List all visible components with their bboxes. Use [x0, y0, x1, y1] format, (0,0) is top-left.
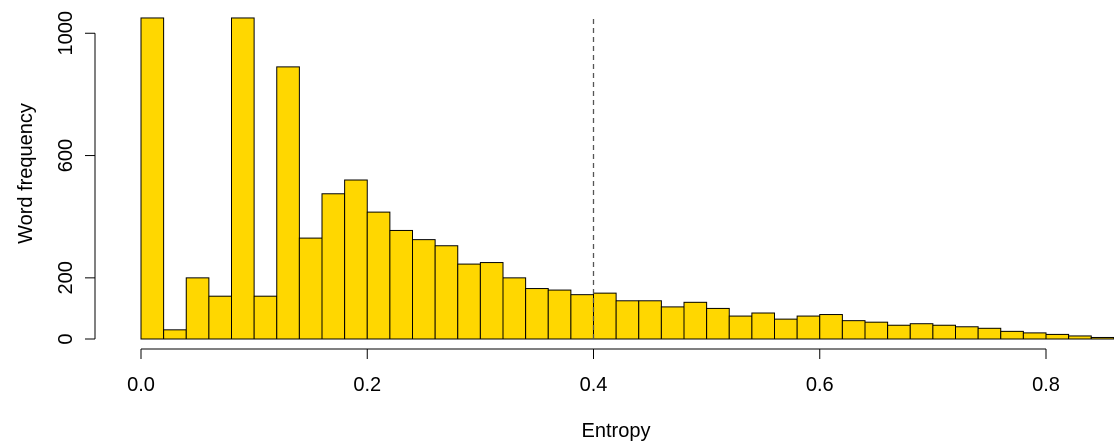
histogram-bar — [841, 320, 866, 340]
histogram-bar — [140, 17, 165, 340]
histogram-bar — [955, 326, 979, 340]
x-tick-label: 0.4 — [580, 374, 608, 396]
histogram-bar — [434, 245, 459, 340]
histogram-bar — [547, 289, 572, 340]
x-tick-label: 0.2 — [353, 374, 381, 396]
histogram-bar — [502, 277, 527, 340]
histogram-bar — [728, 315, 753, 340]
histogram-bar — [796, 315, 821, 340]
histogram-bar — [660, 306, 685, 340]
histogram-bar — [185, 277, 210, 340]
histogram-bar — [706, 307, 730, 340]
x-tick-label: 0.6 — [806, 374, 834, 396]
histogram-bar — [570, 294, 594, 340]
bars-group — [140, 17, 1114, 340]
histogram-bar — [1090, 336, 1114, 340]
histogram-bar — [909, 323, 934, 340]
histogram-bar — [457, 263, 481, 340]
histogram-bar — [977, 327, 1002, 340]
histogram-bar — [615, 300, 640, 340]
histogram-bar — [1000, 330, 1024, 340]
y-tick-label: 0 — [55, 333, 77, 344]
histogram-bar — [1045, 333, 1070, 340]
histogram-bar — [253, 295, 278, 340]
histogram-bar — [932, 324, 956, 340]
histogram-bar — [525, 288, 549, 340]
y-tick-label: 200 — [55, 261, 77, 294]
x-axis-title: Entropy — [582, 420, 651, 442]
x-tick-label: 0.0 — [127, 374, 155, 396]
histogram-bar — [298, 237, 323, 340]
histogram-bar — [479, 262, 504, 340]
histogram-bar — [819, 314, 843, 340]
histogram-bar — [412, 239, 436, 340]
histogram-bar — [163, 329, 187, 340]
histogram-bar — [864, 321, 889, 340]
y-ticks-group: 0 200 600 1000 — [55, 11, 95, 345]
histogram-bar — [751, 312, 775, 340]
histogram-bar — [593, 292, 617, 340]
histogram-bar — [1022, 332, 1047, 340]
y-axis-title: Word frequency — [15, 103, 37, 244]
histogram-bar — [344, 179, 368, 340]
histogram-bar — [276, 66, 300, 340]
histogram-bar — [683, 301, 708, 340]
histogram-bar — [774, 318, 798, 340]
histogram-bar — [638, 300, 662, 340]
histogram-bar — [366, 211, 391, 340]
histogram-bar — [389, 229, 413, 340]
histogram-bar — [887, 324, 911, 340]
y-tick-label: 600 — [55, 139, 77, 172]
histogram-bar — [231, 17, 255, 340]
histogram-bar — [321, 193, 346, 340]
y-tick-label: 1000 — [55, 11, 77, 56]
x-tick-label: 0.8 — [1032, 374, 1060, 396]
histogram-bar — [1068, 335, 1092, 340]
histogram-bar — [208, 295, 232, 340]
x-ticks-group: 0.0 0.2 0.4 0.6 0.8 — [127, 349, 1060, 396]
